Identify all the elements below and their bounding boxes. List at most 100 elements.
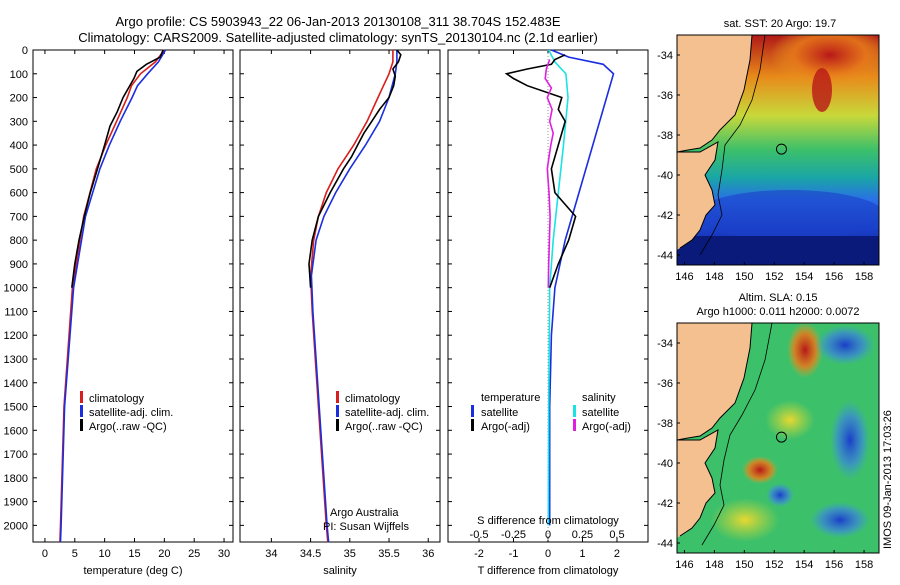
lat-tick-label: -40 [657, 458, 673, 470]
lat-tick-label: -42 [657, 498, 673, 510]
sla-map-title-2: Argo h1000: 0.011 h2000: 0.0072 [696, 306, 859, 318]
y-tick-label: 1400 [4, 378, 28, 390]
x-top-tick-label: -0.5 [470, 529, 489, 541]
x-tick-label: -1 [509, 548, 519, 560]
lon-tick-label: 152 [765, 559, 783, 571]
legend-label-salinity-satellite: satellite [582, 407, 619, 419]
lon-tick-label: 158 [855, 559, 873, 571]
y-tick-label: 1500 [4, 402, 28, 414]
land-nsw [677, 323, 752, 440]
series-line-satellite-adj-clim- [310, 50, 398, 543]
lat-tick-label: -36 [657, 90, 673, 102]
difference-legend: temperature satellite Argo(-adj) salinit… [471, 392, 631, 433]
sst-warm-filament [812, 68, 832, 112]
land-victoria [677, 430, 718, 538]
sla-high-north [787, 323, 823, 378]
temperature-legend: climatology satellite-adj. clim. Argo(..… [80, 391, 173, 433]
float-position-marker [775, 431, 787, 443]
lon-tick-label: 150 [735, 559, 753, 571]
sst-cold-band [695, 190, 879, 240]
lon-tick-label: 158 [855, 271, 873, 283]
lat-tick-label: -38 [657, 130, 673, 142]
legend-swatch-argo [336, 419, 339, 431]
series-line-argo-raw-qc- [71, 49, 164, 288]
x-tick-label: 34 [265, 548, 277, 560]
difference-panel: -2 -1 0 1 2 -0.5 -0.25 0 0.25 0.5 T difference fro… [447, 49, 649, 577]
sla-low-east [830, 400, 870, 480]
y-tick-label: 1000 [4, 283, 28, 295]
series-line-satellite-adj-clim- [59, 49, 167, 543]
lon-tick-label: 148 [705, 559, 723, 571]
y-tick-label: 400 [10, 140, 28, 152]
lat-tick-label: -40 [657, 170, 673, 182]
x-tick-label: -2 [474, 548, 484, 560]
x-tick-label: 25 [188, 548, 200, 560]
lon-tick-label: 146 [675, 559, 693, 571]
sla-yellow-patch [765, 400, 815, 440]
sst-cold-south [677, 236, 879, 265]
sla-yellow-south [710, 498, 780, 542]
y-tick-label: 2000 [4, 520, 28, 532]
lon-tick-label: 156 [825, 271, 843, 283]
lon-tick-label: 154 [795, 271, 813, 283]
pi-label: PI: Susan Wijffels [323, 521, 409, 533]
x-axis-label: temperature (deg C) [83, 565, 182, 577]
legend-swatch-satellite [336, 405, 339, 417]
sla-map-title-1: Altim. SLA: 0.15 [739, 292, 818, 304]
y-tick-label: 300 [10, 116, 28, 128]
lon-tick-label: 150 [735, 271, 753, 283]
x-tick-label: 36 [422, 548, 434, 560]
isobath [701, 323, 773, 546]
x-tick-label: 1 [579, 548, 585, 560]
x-axis-label: salinity [323, 565, 357, 577]
land-victoria [677, 142, 718, 250]
lon-tick-label: 146 [675, 271, 693, 283]
y-tick-label: 800 [10, 235, 28, 247]
x-tick-label: 35.5 [378, 548, 399, 560]
legend-swatch-temperature-satellite [471, 405, 474, 417]
legend-swatch-salinity-argo [573, 419, 576, 431]
legend-title-salinity: salinity [582, 392, 616, 404]
coastline [677, 141, 719, 249]
legend-swatch-salinity-satellite [573, 405, 576, 417]
x-top-tick-label: -0.25 [501, 529, 526, 541]
x-tick-label: 0 [545, 548, 551, 560]
isobath [699, 35, 766, 256]
legend-label-climatology: climatology [89, 393, 145, 405]
x-tick-label: 0 [42, 548, 48, 560]
y-tick-label: 1100 [4, 306, 28, 318]
series-line-salinity-argo-adj- [544, 59, 555, 288]
float-position-marker [775, 143, 787, 155]
y-tick-label: 1800 [4, 473, 28, 485]
plot-frame [239, 49, 441, 543]
sla-low-north [815, 325, 875, 365]
y-tick-label: 1200 [4, 330, 28, 342]
y-tick-label: 700 [10, 211, 28, 223]
legend-swatch-temperature-argo [471, 419, 474, 431]
y-tick-label: 100 [10, 69, 28, 81]
legend-swatch-climatology [80, 391, 83, 403]
lon-tick-label: 154 [795, 559, 813, 571]
y-tick-label: 600 [10, 188, 28, 200]
lat-tick-label: -34 [657, 50, 673, 62]
lat-tick-label: -34 [657, 338, 673, 350]
x-tick-label: 34.5 [300, 548, 321, 560]
s-difference-label: S difference from climatology [477, 515, 619, 527]
salinity-panel: 34 34.5 35 35.5 36 salinity [239, 49, 441, 577]
x-tick-label: 5 [72, 548, 78, 560]
sla-high-eddy [742, 456, 778, 484]
coastline [677, 323, 753, 441]
y-tick-label: 1700 [4, 449, 28, 461]
temperature-panel: 0 5 10 15 20 25 30 temperature (deg C) 0 100 200 30… [4, 45, 234, 577]
series-line-temperature-argo-adj- [504, 54, 577, 288]
x-axis-label: T difference from climatology [478, 565, 619, 577]
x-tick-label: 10 [99, 548, 111, 560]
sla-map-ticks: 146 148 150 152 154 156 158 -34 -36 -38 -40 -42 -44 [657, 338, 873, 571]
lon-tick-label: 152 [765, 271, 783, 283]
argo-australia-label: Argo Australia [330, 507, 399, 519]
legend-swatch-satellite [80, 405, 83, 417]
title-line-2: Climatology: CARS2009. Satellite-adjuste… [78, 30, 598, 45]
x-top-tick-label: 0.25 [572, 529, 593, 541]
lat-tick-label: -38 [657, 418, 673, 430]
x-tick-label: 20 [158, 548, 170, 560]
